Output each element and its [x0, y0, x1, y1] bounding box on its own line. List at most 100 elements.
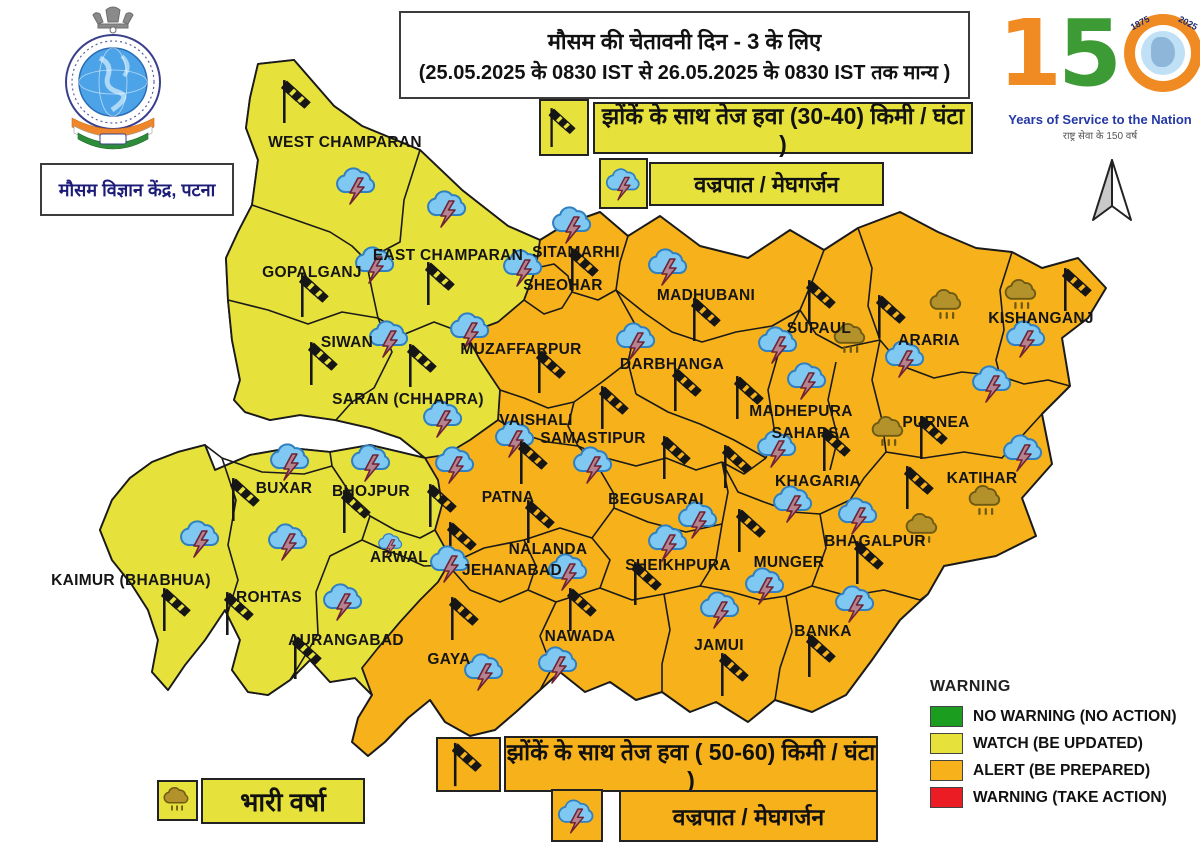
warning-label-alert: ALERT (BE PREPARED) [973, 761, 1151, 779]
district-border [699, 585, 787, 601]
district-border [615, 235, 629, 291]
district-label-patna: PATNA [482, 489, 535, 506]
district-border [289, 539, 363, 681]
district-label-nawada: NAWADA [545, 628, 616, 645]
district-label-west-champaran: WEST CHAMPARAN [268, 134, 422, 151]
heavy-rain-icon [163, 786, 193, 815]
district-label-vaishali: VAISHALI [499, 412, 573, 429]
watch-region-southwest [99, 444, 449, 696]
district-label-saharsa: SAHARSA [772, 425, 851, 442]
district-border [329, 451, 333, 467]
district-label-siwan: SIWAN [321, 334, 373, 351]
district-label-muzaffarpur: MUZAFFARPUR [460, 341, 581, 358]
district-border [573, 361, 629, 403]
district-border [849, 451, 887, 501]
legend-watch-thunder-label-box: वज्रपात / मेघगर्जन [649, 162, 884, 206]
district-label-aurangabad: AURANGABAD [288, 632, 404, 649]
district-label-supaul: SUPAUL [787, 320, 851, 337]
issuing-office-box: मौसम विज्ञान केंद्र, पटना [40, 163, 234, 216]
issuing-office-label: मौसम विज्ञान केंद्र, पटना [58, 179, 216, 200]
legend-alert-thunder-label: वज्रपात / मेघगर्जन [672, 804, 825, 830]
legend-heavy-rain-label: भारी वर्षा [240, 787, 326, 817]
legend-alert-wind-icon-box [436, 737, 501, 792]
district-border [571, 289, 617, 301]
anniv-ring-globe-icon: 1875 2025 [1124, 14, 1200, 92]
district-border [567, 401, 579, 447]
legend-alert-wind-label-box: झोंकें के साथ तेज हवा ( 50-60) किमी / घं… [504, 736, 878, 793]
district-label-munger: MUNGER [754, 554, 825, 571]
globe-icon [78, 47, 148, 117]
warning-color-legend: WARNING NO WARNING (NO ACTION) WATCH (BE… [930, 678, 1192, 811]
district-label-bhojpur: BHOJPUR [332, 483, 410, 500]
district-label-sitamarhi: SITAMARHI [532, 244, 620, 261]
anniv-caption-en: Years of Service to the Nation [1008, 112, 1192, 127]
district-label-nalanda: NALANDA [509, 541, 588, 558]
district-label-samastipur: SAMASTIPUR [540, 430, 645, 447]
district-border [539, 601, 557, 691]
legend-watch-thunder-label: वज्रपात / मेघगर्जन [694, 172, 839, 197]
swatch-red [930, 787, 963, 808]
district-border [999, 375, 1071, 387]
bulletin-title-box: मौसम की चेतावनी दिन - 3 के लिए (25.05.20… [399, 11, 970, 99]
district-border [661, 593, 671, 692]
legend-heavy-rain-icon-box [157, 780, 198, 821]
warning-label-no-warning: NO WARNING (NO ACTION) [973, 707, 1177, 725]
swatch-orange [930, 760, 963, 781]
district-border [799, 309, 881, 349]
district-label-araria: ARARIA [898, 332, 960, 349]
windsock-icon [545, 106, 583, 150]
district-border [811, 513, 827, 587]
district-label-gaya: GAYA [427, 651, 470, 668]
district-label-darbhanga: DARBHANGA [620, 356, 724, 373]
district-border [635, 393, 767, 459]
district-border [785, 585, 813, 597]
anniv-year-2025: 2025 [1176, 13, 1200, 33]
district-label-bhagalpur: BHAGALPUR [824, 533, 926, 550]
legend-alert-wind-label: झोंकें के साथ तेज हवा ( 50-60) किमी / घं… [506, 738, 876, 793]
district-border [699, 523, 723, 587]
anniv-caption-hi: राष्ट्र सेवा के 150 वर्ष [1062, 131, 1138, 142]
district-border [721, 457, 767, 475]
district-label-arwal: ARWAL [370, 549, 428, 566]
warning-legend-title: WARNING [930, 678, 1011, 695]
imd-150-years-logo: 1 5 1875 2025 Years of Service to the Na… [998, 0, 1200, 158]
district-label-madhepura: MADHEPURA [749, 403, 852, 420]
imd-logo [65, 6, 161, 150]
north-arrow-icon [1092, 159, 1132, 221]
warning-label-watch: WATCH (BE UPDATED) [973, 734, 1143, 752]
bulletin-validity: (25.05.2025 के 0830 IST से 26.05.2025 के… [418, 61, 951, 84]
district-border [857, 227, 881, 341]
district-label-kaimur-bhabhua: KAIMUR (BHABHUA) [51, 572, 211, 589]
district-label-katihar: KATIHAR [947, 470, 1018, 487]
swatch-green [930, 706, 963, 727]
legend-heavy-rain-label-box: भारी वर्षा [201, 778, 365, 824]
district-border [221, 457, 333, 475]
ashoka-emblem-icon [92, 6, 134, 34]
district-label-banka: BANKA [794, 623, 851, 640]
warning-row-warning: WARNING (TAKE ACTION) [930, 784, 1192, 811]
district-label-rohtas: ROHTAS [236, 589, 302, 606]
warning-row-no-warning: NO WARNING (NO ACTION) [930, 703, 1192, 730]
legend-watch-wind-label: झोंकें के साथ तेज हवा (30-40) किमी / घंट… [601, 102, 965, 157]
district-label-east-champaran: EAST CHAMPARAN [373, 247, 523, 264]
district-border [499, 389, 575, 409]
legend-watch-thunder-icon-box [599, 158, 648, 209]
thunderstorm-icon [605, 166, 643, 201]
warning-row-watch: WATCH (BE UPDATED) [930, 730, 1192, 757]
anniv-digit-5: 5 [1058, 0, 1123, 107]
swatch-yellow [930, 733, 963, 754]
district-label-saran-chhapra: SARAN (CHHAPRA) [332, 391, 484, 408]
district-border [251, 204, 367, 261]
legend-watch-wind-label-box: झोंकें के साथ तेज हवा (30-40) किमी / घंट… [593, 102, 973, 157]
district-border [447, 507, 615, 566]
district-border [591, 537, 611, 589]
warning-row-alert: ALERT (BE PREPARED) [930, 757, 1192, 784]
district-border [523, 539, 537, 591]
district-border [774, 595, 793, 701]
thunderstorm-icon [557, 797, 597, 834]
district-border [204, 444, 239, 613]
district-border [811, 585, 929, 601]
district-border [827, 361, 839, 471]
